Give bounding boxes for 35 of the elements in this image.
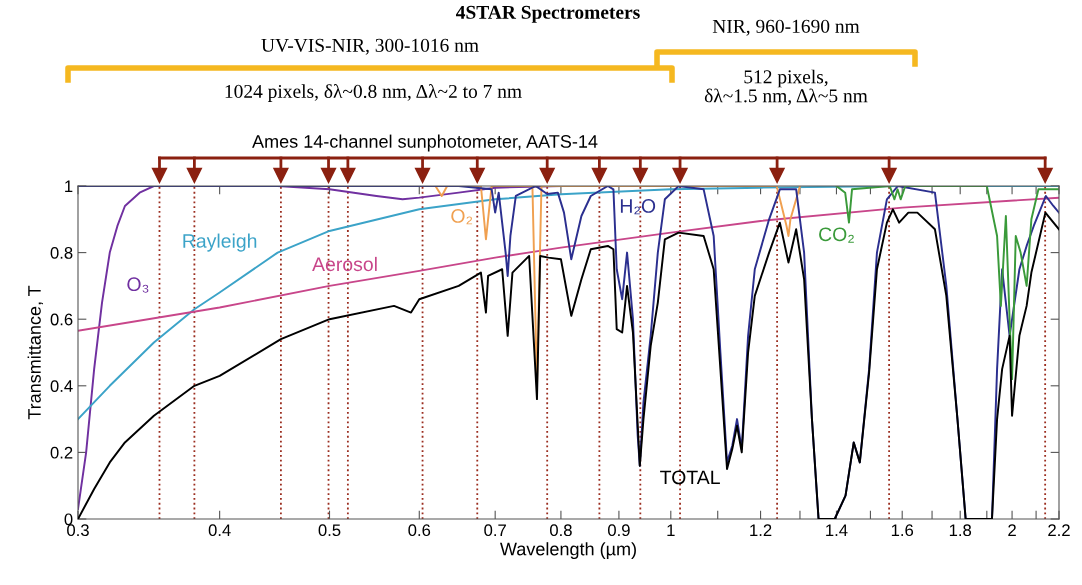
x-tick-label: 1.6 [891,524,914,537]
y-axis-title: Transmittance, T [27,285,43,420]
y-tick-label: 0.6 [50,313,73,326]
y-tick-label: 0 [64,513,73,526]
y-tick-label: 0.2 [50,446,73,459]
x-tick-label: 1 [667,524,675,536]
series-label: O₃ [127,277,149,293]
series-label: CO₂ [819,227,854,243]
x-tick-label: 1.4 [826,524,848,536]
x-tick-label: 0.8 [549,524,572,537]
series-label: Aerosol [312,256,377,272]
x-tick-label: 0.4 [208,524,231,537]
x-tick-label: 0.7 [484,524,506,537]
y-tick-label: 1 [65,180,73,193]
text: NIR, 960-1690 nm [712,19,860,36]
y-tick-label: 0.8 [50,247,73,259]
text: 512 pixels, δλ~1.5 nm, Δλ~5 nm [704,69,868,106]
y-tick-label: 0.4 [50,380,73,392]
x-axis-title: Wavelength (µm) [500,542,636,560]
series-label: TOTAL [660,470,720,485]
x-tick-label: 0.5 [318,524,341,537]
series-label: H₂O [620,199,656,215]
series-label: O₂ [451,209,473,225]
x-tick-label: 0.3 [67,524,89,537]
text: UV-VIS-NIR, 300-1016 nm [261,38,479,55]
text: Ames 14-channel sunphotometer, AATS-14 [252,134,598,152]
x-tick-label: 2.2 [1048,524,1070,536]
series-label: Rayleigh [183,233,257,252]
text: 1024 pixels, δλ~0.8 nm, Δλ~2 to 7 nm [225,84,522,102]
x-tick-label: 1.2 [750,524,772,536]
x-tick-label: 0.6 [408,524,431,537]
chart-title: 4STAR Spectrometers [456,5,640,23]
x-tick-label: 2 [1008,524,1016,536]
x-tick-label: 0.9 [607,524,630,537]
x-tick-label: 1.8 [949,524,972,537]
